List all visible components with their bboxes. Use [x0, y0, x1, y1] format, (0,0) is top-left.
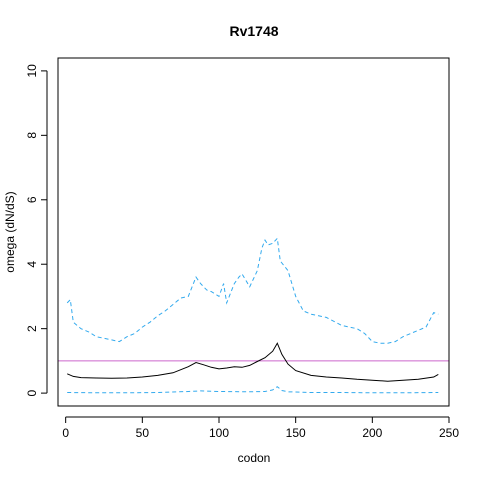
chart-title: Rv1748 [229, 23, 278, 39]
y-tick-label: 10 [25, 64, 39, 78]
x-tick-label: 200 [362, 426, 382, 440]
x-axis-label: codon [238, 451, 271, 465]
series-line-1 [67, 342, 439, 382]
x-tick-label: 250 [439, 426, 459, 440]
y-tick-label: 2 [25, 325, 39, 332]
y-tick-label: 8 [25, 132, 39, 139]
y-axis-label: omega (dN/dS) [3, 191, 17, 272]
x-tick-label: 100 [209, 426, 229, 440]
x-tick-label: 0 [62, 426, 69, 440]
plot-frame [57, 57, 450, 407]
x-tick-label: 50 [136, 426, 150, 440]
x-tick-label: 150 [286, 426, 306, 440]
y-tick-label: 4 [25, 261, 39, 268]
axes: 0 50 100 150 200 250 0 2 4 6 8 10 [25, 57, 459, 440]
y-tick-label: 0 [25, 389, 39, 396]
plot-area [58, 237, 449, 394]
y-tick-label: 6 [25, 196, 39, 203]
series-line-2 [66, 237, 439, 344]
series-line-3 [67, 386, 439, 394]
